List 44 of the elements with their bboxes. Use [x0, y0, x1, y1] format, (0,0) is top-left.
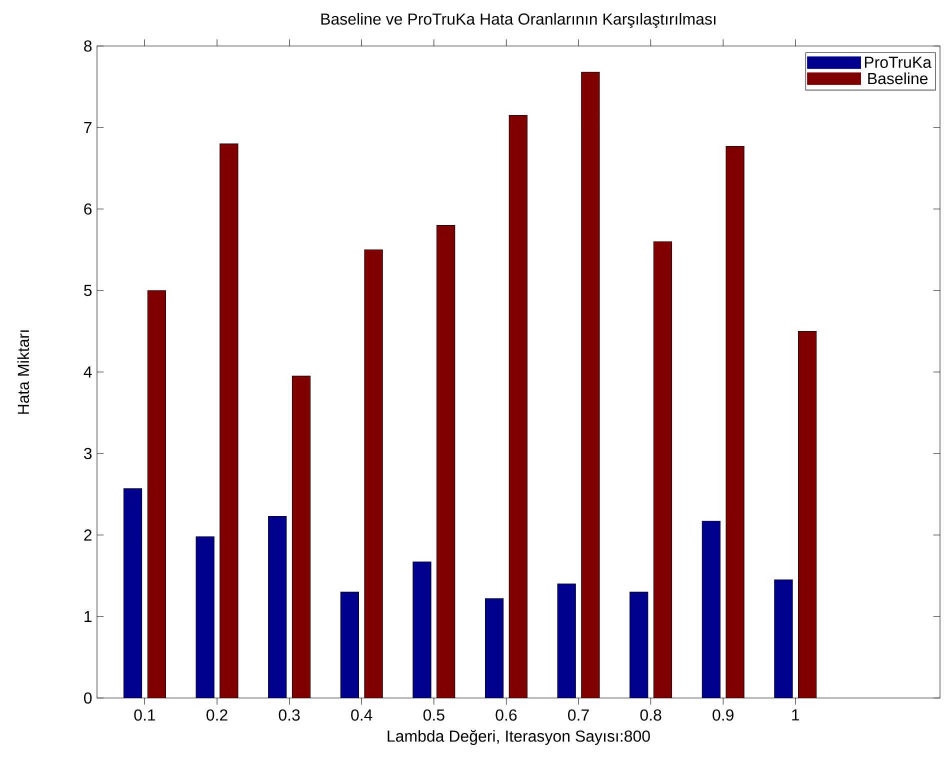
x-tick-label: 0.5: [423, 709, 444, 721]
chart-title: Baseline ve ProTruKa Hata Oranlarının Karşılaştırılması: [321, 12, 716, 28]
y-tick-label: 2: [84, 529, 92, 541]
y-tick-label: 6: [84, 203, 92, 215]
bar: [412, 562, 432, 698]
y-tick-label: 4: [84, 366, 92, 378]
bar: [581, 72, 600, 698]
bar: [508, 115, 528, 698]
bar: [268, 516, 287, 698]
bar: [557, 584, 576, 698]
bar: [436, 225, 456, 698]
y-tick-label: 0: [84, 692, 92, 704]
x-tick-label: 1: [792, 709, 800, 720]
bar: [726, 146, 744, 698]
bar: [220, 144, 238, 698]
x-tick-label: 0.3: [278, 709, 300, 721]
bar: [340, 592, 359, 698]
bar: [364, 249, 383, 698]
y-axis-title: Hata Miktarı: [17, 330, 30, 414]
bar: [653, 241, 672, 698]
legend-label: ProTruKa: [864, 56, 932, 68]
y-tick-label: 5: [84, 284, 92, 296]
x-tick-label: 0.6: [496, 709, 517, 721]
x-tick-label: 0.4: [351, 709, 372, 721]
x-tick-label: 0.7: [568, 709, 589, 721]
y-tick-label: 1: [84, 611, 92, 622]
y-tick-label: 3: [84, 448, 92, 460]
legend-label: Baseline: [868, 72, 928, 84]
bar: [484, 598, 504, 698]
bar: [196, 536, 214, 698]
x-tick-label: 0.2: [206, 709, 228, 721]
y-tick-label: 8: [84, 40, 92, 52]
bar: [630, 592, 648, 698]
x-axis-title: Lambda Değeri, Iterasyon Sayısı:800: [388, 730, 650, 745]
bar: [123, 488, 142, 698]
y-tick-label: 7: [84, 122, 92, 134]
x-tick-label: 0.9: [712, 709, 734, 721]
bar: [798, 330, 817, 698]
x-tick-label: 0.1: [134, 709, 156, 721]
bar: [774, 580, 793, 698]
x-tick-label: 0.8: [640, 709, 662, 721]
bar: [702, 520, 720, 698]
bar: [147, 290, 166, 698]
bar: [292, 376, 311, 698]
